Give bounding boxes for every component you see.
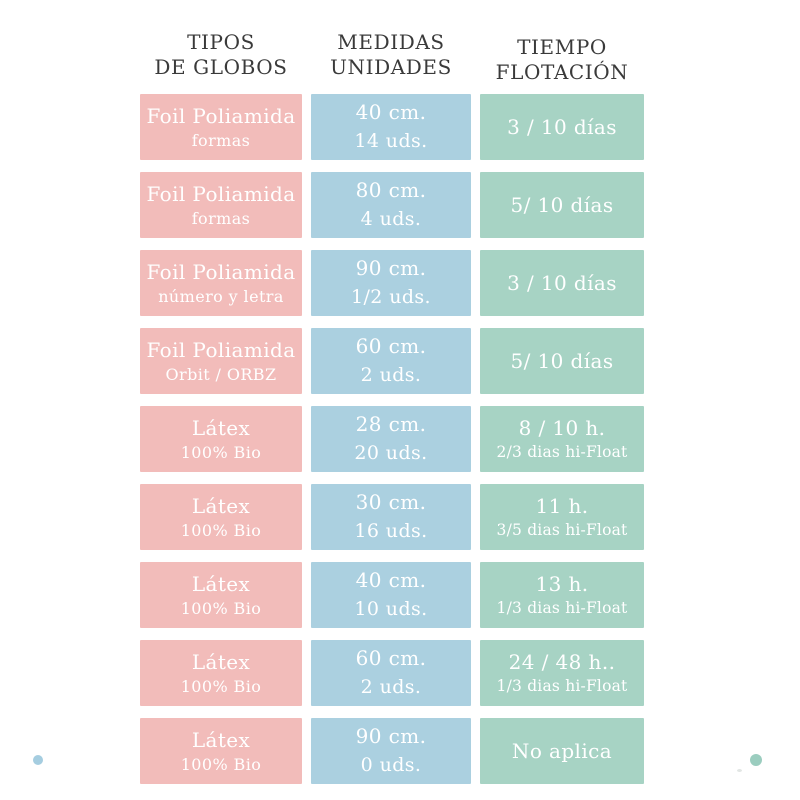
header-tipos-de-globos: TIPOS DE GLOBOS [140, 30, 302, 85]
measure-size: 60 cm. [355, 646, 427, 670]
balloon-type-detail: formas [191, 130, 251, 150]
balloon-type-name: Látex [191, 727, 251, 752]
measure-units: 16 uds. [354, 520, 428, 542]
measure-units-cell: 40 cm. 10 uds. [311, 562, 471, 628]
measure-units: 10 uds. [354, 598, 428, 620]
measure-units-cell: 90 cm. 0 uds. [311, 718, 471, 784]
measure-units-cell: 60 cm. 2 uds. [311, 328, 471, 394]
measure-size: 80 cm. [355, 178, 427, 202]
measure-units: 1/2 uds. [350, 286, 431, 308]
balloon-type-detail: formas [191, 208, 251, 228]
balloon-type-cell: Látex 100% Bio [140, 484, 302, 550]
header-line: TIEMPO [517, 35, 607, 59]
float-time-cell: 13 h. 1/3 dias hi-Float [480, 562, 644, 628]
balloon-type-cell: Látex 100% Bio [140, 718, 302, 784]
measure-size: 40 cm. [355, 100, 427, 124]
header-medidas-unidades: MEDIDAS UNIDADES [311, 30, 471, 85]
measure-size: 90 cm. [355, 724, 427, 748]
balloon-type-name: Foil Poliamida [146, 259, 296, 284]
measure-units-cell: 90 cm. 1/2 uds. [311, 250, 471, 316]
measure-units: 2 uds. [360, 676, 422, 698]
measure-units-cell: 80 cm. 4 uds. [311, 172, 471, 238]
float-time-cell: 3 / 10 días [480, 94, 644, 160]
balloon-type-name: Látex [191, 415, 251, 440]
float-time-cell: 11 h. 3/5 dias hi-Float [480, 484, 644, 550]
balloon-type-detail: Orbit / ORBZ [165, 364, 277, 384]
measure-units-cell: 30 cm. 16 uds. [311, 484, 471, 550]
balloon-type-detail: 100% Bio [180, 520, 262, 540]
measure-size: 40 cm. [355, 568, 427, 592]
float-time: 8 / 10 h. [518, 416, 606, 440]
balloon-type-cell: Foil Poliamida formas [140, 94, 302, 160]
balloon-type-cell: Foil Poliamida número y letra [140, 250, 302, 316]
float-time: No aplica [511, 739, 613, 763]
float-time: 5/ 10 días [510, 349, 614, 373]
float-time-cell: 5/ 10 días [480, 172, 644, 238]
header-line: DE GLOBOS [154, 55, 288, 79]
float-time-detail: 3/5 dias hi-Float [496, 521, 628, 539]
decorative-dot-blue [33, 755, 43, 765]
balloon-type-cell: Látex 100% Bio [140, 640, 302, 706]
balloon-type-cell: Foil Poliamida Orbit / ORBZ [140, 328, 302, 394]
float-time-detail: 2/3 dias hi-Float [496, 443, 628, 461]
measure-size: 60 cm. [355, 334, 427, 358]
float-time-cell: No aplica [480, 718, 644, 784]
balloon-type-name: Foil Poliamida [146, 337, 296, 362]
float-time: 5/ 10 días [510, 193, 614, 217]
float-time-cell: 8 / 10 h. 2/3 dias hi-Float [480, 406, 644, 472]
measure-units: 2 uds. [360, 364, 422, 386]
measure-size: 90 cm. [355, 256, 427, 280]
balloon-type-cell: Foil Poliamida formas [140, 172, 302, 238]
float-time: 3 / 10 días [507, 271, 617, 295]
measure-units-cell: 28 cm. 20 uds. [311, 406, 471, 472]
balloon-type-cell: Látex 100% Bio [140, 406, 302, 472]
float-time: 24 / 48 h.. [508, 650, 616, 674]
balloon-type-detail: 100% Bio [180, 754, 262, 774]
table-body: Foil Poliamida formas 40 cm. 14 uds. 3 /… [140, 94, 644, 784]
header-tiempo-flotacion: TIEMPO FLOTACIÓN [480, 30, 644, 85]
measure-units: 14 uds. [354, 130, 428, 152]
measure-size: 30 cm. [355, 490, 427, 514]
balloon-type-detail: 100% Bio [180, 598, 262, 618]
balloon-type-name: Foil Poliamida [146, 181, 296, 206]
balloon-type-detail: número y letra [158, 286, 284, 306]
float-time-cell: 3 / 10 días [480, 250, 644, 316]
measure-units: 4 uds. [360, 208, 422, 230]
balloon-type-name: Látex [191, 571, 251, 596]
measure-units: 0 uds. [360, 754, 422, 776]
measure-units-cell: 40 cm. 14 uds. [311, 94, 471, 160]
float-time: 3 / 10 días [507, 115, 617, 139]
balloon-type-name: Látex [191, 649, 251, 674]
table-header-row: TIPOS DE GLOBOS MEDIDAS UNIDADES TIEMPO … [140, 30, 644, 85]
decorative-dot-teal [750, 754, 762, 766]
measure-size: 28 cm. [355, 412, 427, 436]
header-line: UNIDADES [330, 55, 452, 79]
balloon-type-name: Foil Poliamida [146, 103, 296, 128]
balloon-type-detail: 100% Bio [180, 676, 262, 696]
float-time-cell: 24 / 48 h.. 1/3 dias hi-Float [480, 640, 644, 706]
balloon-type-cell: Látex 100% Bio [140, 562, 302, 628]
float-time-detail: 1/3 dias hi-Float [496, 677, 628, 695]
header-line: FLOTACIÓN [495, 60, 629, 84]
float-time: 13 h. [535, 572, 589, 596]
decorative-dot-speck [737, 769, 742, 772]
balloon-type-detail: 100% Bio [180, 442, 262, 462]
float-time-cell: 5/ 10 días [480, 328, 644, 394]
float-time-detail: 1/3 dias hi-Float [496, 599, 628, 617]
header-line: MEDIDAS [337, 30, 445, 54]
header-line: TIPOS [187, 30, 255, 54]
float-time: 11 h. [535, 494, 589, 518]
balloon-type-name: Látex [191, 493, 251, 518]
measure-units: 20 uds. [354, 442, 428, 464]
measure-units-cell: 60 cm. 2 uds. [311, 640, 471, 706]
